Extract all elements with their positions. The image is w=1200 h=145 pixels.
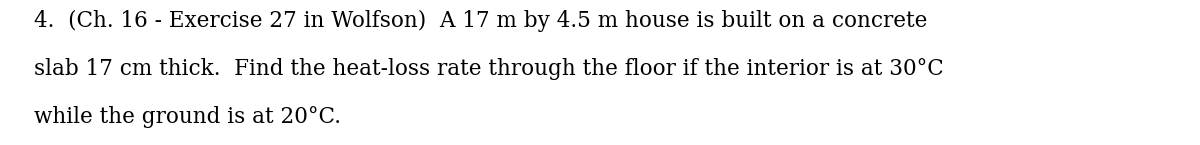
Text: 4.  (Ch. 16 - Exercise 27 in Wolfson)  A 17 m by 4.5 m house is built on a concr: 4. (Ch. 16 - Exercise 27 in Wolfson) A 1… <box>34 10 926 32</box>
Text: while the ground is at 20°C.: while the ground is at 20°C. <box>34 106 341 128</box>
Text: slab 17 cm thick.  Find the heat-loss rate through the floor if the interior is : slab 17 cm thick. Find the heat-loss rat… <box>34 58 943 80</box>
